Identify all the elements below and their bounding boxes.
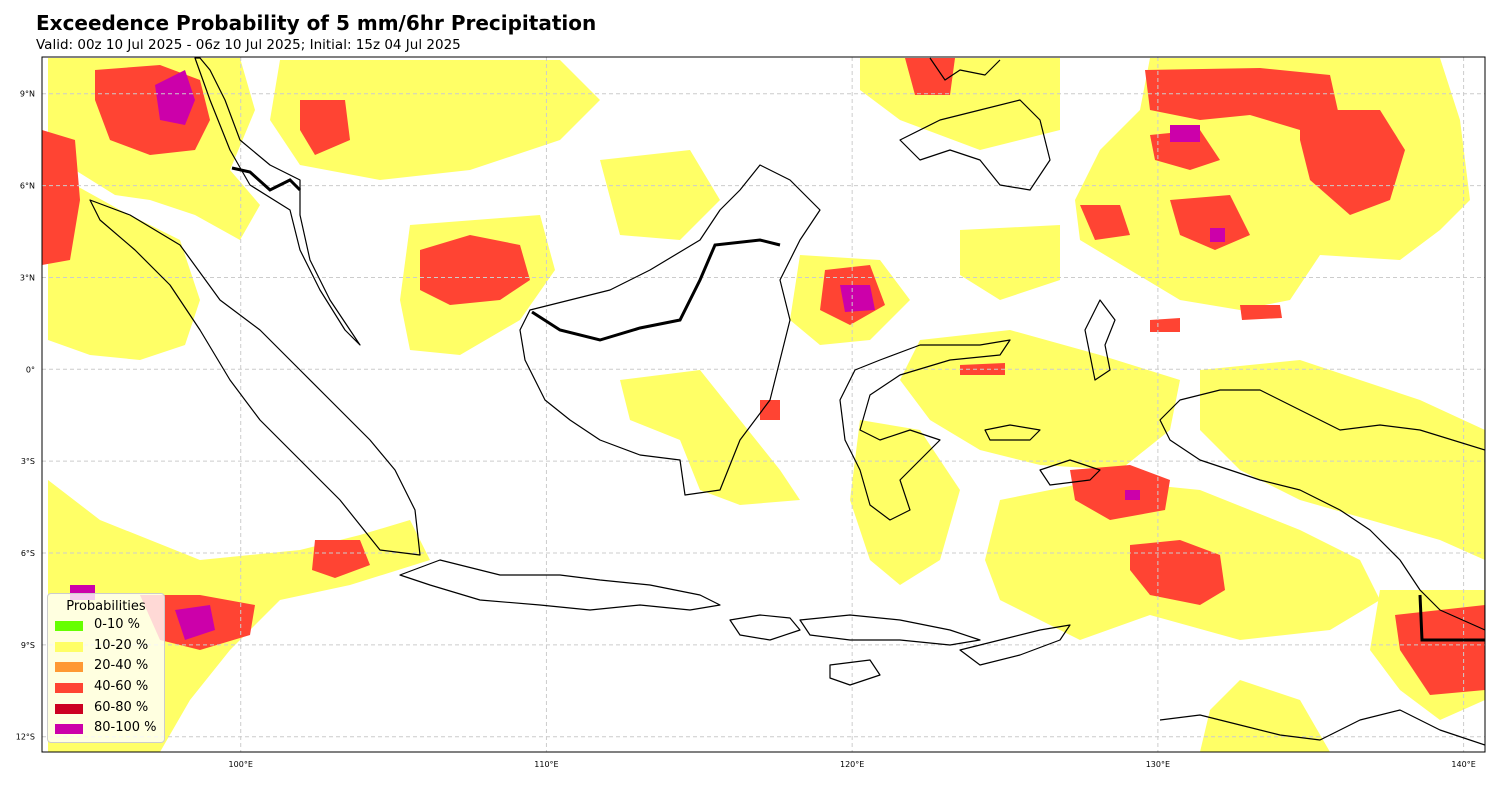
legend-label: 0-10 % bbox=[94, 617, 140, 632]
lat-tick-label: 3°N bbox=[20, 273, 35, 282]
flores-outline bbox=[799, 614, 981, 646]
map-subtitle: Valid: 00z 10 Jul 2025 - 06z 10 Jul 2025… bbox=[36, 37, 461, 53]
bali-lombok-outline bbox=[729, 614, 801, 641]
java-outline bbox=[399, 559, 721, 611]
borneo-outline bbox=[519, 164, 821, 496]
malaysia-thailand-border bbox=[231, 166, 302, 192]
lon-tick-label: 140°E bbox=[1451, 760, 1475, 769]
lon-tick-label: 130°E bbox=[1146, 760, 1170, 769]
legend-swatch bbox=[55, 724, 83, 735]
sulawesi-outline bbox=[839, 339, 1011, 521]
lon-tick-label: 120°E bbox=[840, 760, 864, 769]
australia-outline bbox=[1159, 709, 1485, 746]
lon-tick-label: 110°E bbox=[534, 760, 558, 769]
lat-tick-label: 0° bbox=[26, 365, 35, 374]
new-guinea-outline bbox=[1159, 389, 1485, 631]
lat-tick-label: 9°N bbox=[20, 90, 35, 99]
legend-item: 80-100 % bbox=[48, 719, 164, 740]
malay-peninsula-outline bbox=[194, 57, 361, 346]
legend-label: 60-80 % bbox=[94, 699, 149, 715]
seram-outline bbox=[1039, 459, 1101, 486]
country-borders bbox=[231, 166, 1485, 642]
legend-swatch bbox=[55, 662, 83, 673]
papua-border bbox=[1418, 594, 1485, 642]
legend: Probabilities 0-10 % 10-20 % 20-40 % 40-60 … bbox=[47, 593, 165, 743]
graticule bbox=[42, 57, 1485, 752]
precipitation-layer bbox=[42, 58, 1485, 752]
lat-tick-label: 6°N bbox=[20, 182, 35, 191]
legend-swatch bbox=[55, 621, 83, 631]
sumatra-outline bbox=[89, 199, 421, 556]
lat-tick-label: 9°S bbox=[21, 641, 35, 650]
legend-label: 40-60 % bbox=[94, 679, 149, 695]
map-title: Exceedence Probability of 5 mm/6hr Preci… bbox=[36, 11, 597, 35]
lat-tick-label: 3°S bbox=[21, 457, 35, 466]
legend-label: 20-40 % bbox=[94, 658, 149, 674]
legend-item: 20-40 % bbox=[48, 657, 164, 678]
legend-item: 10-20 % bbox=[48, 637, 164, 658]
legend-label: 80-100 % bbox=[94, 720, 157, 736]
lat-tick-label: 12°S bbox=[16, 733, 35, 742]
legend-item: 60-80 % bbox=[48, 699, 164, 720]
borneo-border bbox=[531, 238, 781, 342]
legend-item: 0-10 % bbox=[48, 616, 164, 637]
halmahera-outline bbox=[1084, 299, 1116, 381]
legend-swatch bbox=[55, 703, 83, 714]
buru-outline bbox=[984, 424, 1041, 441]
legend-swatch bbox=[55, 683, 83, 694]
legend-items: 0-10 % 10-20 % 20-40 % 40-60 % 60-80 % 80-100… bbox=[48, 616, 164, 740]
longitude-labels: 100°E 110°E 120°E 130°E 140°E bbox=[229, 760, 1476, 769]
latitude-labels: 9°N 6°N 3°N 0° 3°S 6°S 9°S 12°S bbox=[16, 90, 35, 742]
legend-item: 40-60 % bbox=[48, 678, 164, 699]
legend-title: Probabilities bbox=[66, 599, 146, 614]
lon-tick-label: 100°E bbox=[229, 760, 253, 769]
legend-label: 10-20 % bbox=[94, 637, 149, 653]
legend-swatch bbox=[55, 641, 83, 652]
lat-tick-label: 6°S bbox=[21, 549, 35, 558]
sumba-outline bbox=[829, 659, 881, 686]
mindanao-outline bbox=[899, 99, 1051, 191]
prob-layer-80-100 bbox=[70, 70, 1225, 640]
map-frame bbox=[41, 56, 1486, 753]
coastlines bbox=[89, 57, 1485, 746]
timor-outline bbox=[959, 624, 1071, 666]
philippines-outline bbox=[929, 57, 1001, 81]
